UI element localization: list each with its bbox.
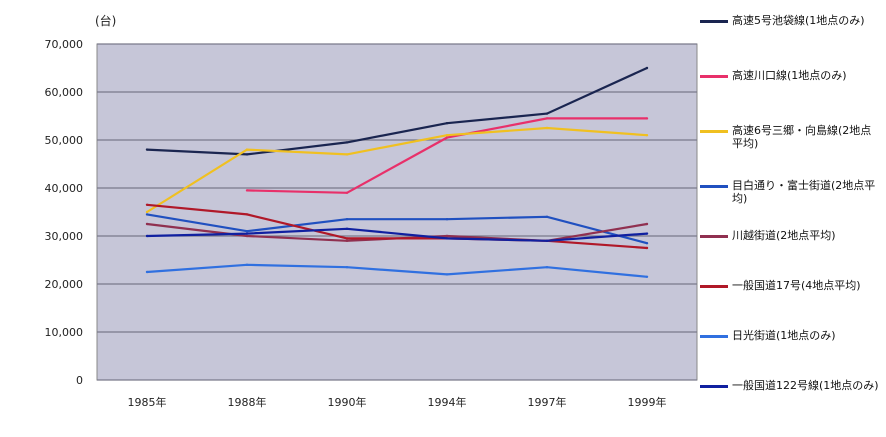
data-point xyxy=(645,232,649,235)
data-point xyxy=(445,237,449,240)
legend-label: 日光街道(1地点のみ) xyxy=(732,329,836,342)
legend-swatch xyxy=(700,20,728,23)
series-line-5 xyxy=(146,203,648,250)
legend-label: 一般国道17号(4地点平均) xyxy=(732,279,861,292)
series-line-7 xyxy=(146,227,648,242)
legend-label: 目白通り・富士街道(2地点平均) xyxy=(732,179,876,205)
legend-label: 川越街道(2地点平均) xyxy=(732,229,836,242)
series-lines xyxy=(145,66,649,278)
data-point xyxy=(445,134,449,137)
series-line-2 xyxy=(146,126,648,213)
data-point xyxy=(545,117,549,120)
plot-area xyxy=(96,43,698,381)
data-point xyxy=(245,189,249,192)
y-tick-label: 0 xyxy=(76,374,83,387)
data-point xyxy=(645,134,649,137)
legend-label: 高速川口線(1地点のみ) xyxy=(732,69,847,82)
y-tick-label: 50,000 xyxy=(45,134,84,147)
data-point xyxy=(645,222,649,226)
data-point xyxy=(545,126,549,130)
data-point xyxy=(245,213,249,216)
data-point xyxy=(445,273,449,276)
data-point xyxy=(145,222,149,226)
data-point xyxy=(545,112,549,115)
x-tick-label: 1990年 xyxy=(328,395,367,409)
data-point xyxy=(645,275,649,278)
y-tick-label: 60,000 xyxy=(45,86,84,99)
legend-swatch xyxy=(700,235,728,238)
data-point xyxy=(345,141,349,144)
data-point xyxy=(345,191,349,194)
data-point xyxy=(345,239,349,242)
legend-label: 高速6号三郷・向島線(2地点平均) xyxy=(732,124,872,150)
data-point xyxy=(345,153,349,156)
data-point xyxy=(445,234,449,238)
data-point xyxy=(545,266,549,269)
data-point xyxy=(645,117,649,120)
data-point xyxy=(645,66,649,70)
y-axis-unit-label: (台) xyxy=(95,13,116,28)
legend-swatch xyxy=(700,185,728,188)
y-tick-label: 40,000 xyxy=(45,182,84,195)
data-point xyxy=(245,263,249,266)
x-tick-label: 1999年 xyxy=(628,395,667,409)
data-point xyxy=(645,246,649,250)
data-point xyxy=(145,210,149,214)
data-point xyxy=(345,266,349,269)
x-axis-ticks: 1985年 1988年 1990年 1994年 1997年 1999年 xyxy=(128,395,667,409)
y-axis-ticks: 0 10,000 20,000 30,000 40,000 50,000 60,000 70,… xyxy=(45,38,84,387)
legend-swatch xyxy=(700,130,728,133)
series-line-3 xyxy=(146,213,648,245)
legend-swatch xyxy=(700,285,728,288)
data-point xyxy=(645,242,649,245)
data-point xyxy=(145,234,149,238)
y-tick-label: 30,000 xyxy=(45,230,84,243)
x-tick-label: 1985年 xyxy=(128,395,167,409)
y-tick-label: 70,000 xyxy=(45,38,84,51)
legend-label: 高速5号池袋線(1地点のみ) xyxy=(732,14,865,27)
legend-label: 一般国道122号線(1地点のみ) xyxy=(732,379,879,392)
x-tick-label: 1988年 xyxy=(228,395,267,409)
data-point xyxy=(145,213,149,216)
data-point xyxy=(145,270,149,274)
x-tick-label: 1997年 xyxy=(528,395,567,409)
data-point xyxy=(245,148,249,151)
legend-swatch xyxy=(700,385,728,388)
data-point xyxy=(145,203,149,206)
legend-swatch xyxy=(700,335,728,338)
series-line-6 xyxy=(146,263,648,278)
data-point xyxy=(345,237,349,240)
data-point xyxy=(445,136,449,139)
series-line-0 xyxy=(146,66,648,156)
data-point xyxy=(245,153,249,156)
y-tick-label: 20,000 xyxy=(45,278,84,291)
gridlines xyxy=(97,43,697,381)
data-point xyxy=(445,122,449,125)
x-tick-label: 1994年 xyxy=(428,395,467,409)
data-point xyxy=(245,234,249,238)
data-point xyxy=(345,218,349,221)
data-point xyxy=(445,218,449,221)
data-point xyxy=(345,227,349,230)
legend-swatch xyxy=(700,75,728,78)
data-point xyxy=(545,215,549,218)
data-point xyxy=(245,230,249,233)
y-tick-label: 10,000 xyxy=(45,326,84,339)
data-point xyxy=(545,239,549,242)
data-point xyxy=(245,232,249,235)
data-point xyxy=(145,148,149,151)
